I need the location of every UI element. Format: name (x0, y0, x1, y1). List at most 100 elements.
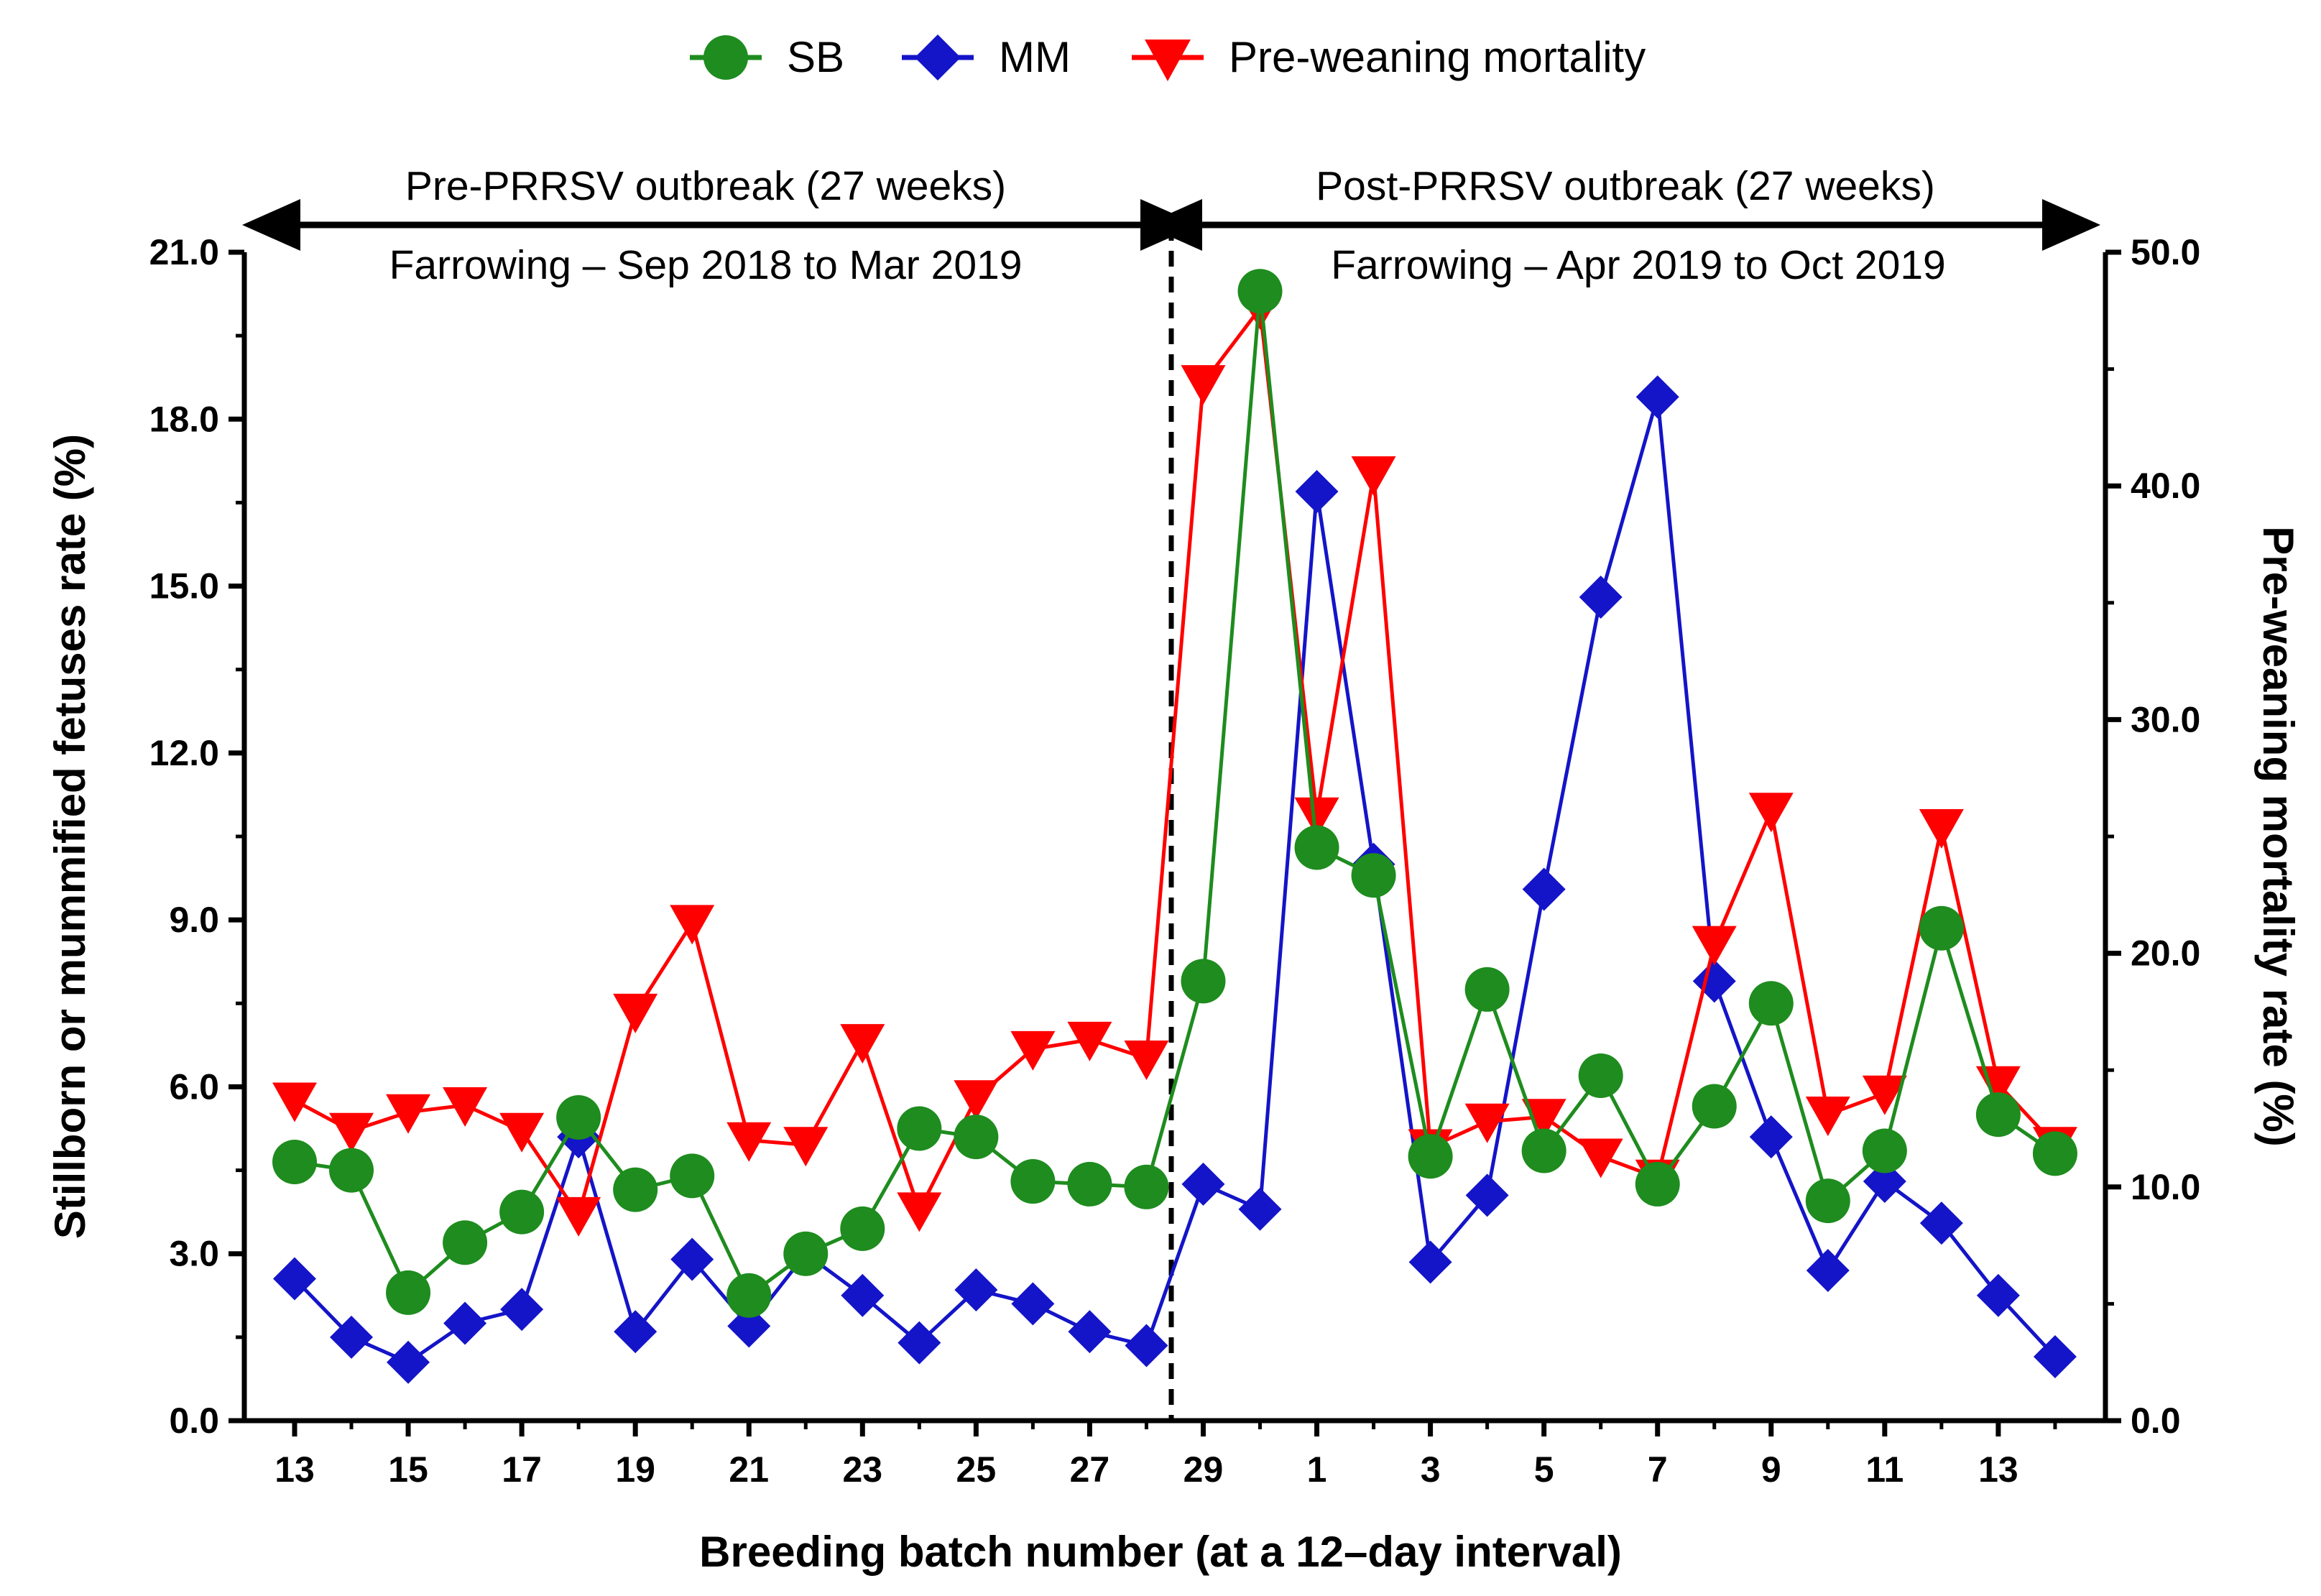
sb-point (1521, 1128, 1566, 1173)
post-outbreak-title: Post-PRRSV outbreak (27 weeks) (1316, 163, 1935, 209)
left-y-ticks: 0.0 3.0 6.0 9.0 12.0 15.0 18.0 21.0 (149, 232, 244, 1441)
pwm-point (1010, 1030, 1056, 1071)
x-tick-label: 1 (1307, 1449, 1327, 1490)
right-y-ticks: 0.0 10.0 20.0 30.0 40.0 50.0 (2105, 232, 2200, 1441)
pwm-point (1351, 456, 1396, 496)
pre-outbreak-title: Pre-PRRSV outbreak (27 weeks) (405, 163, 1006, 209)
pwm-point (1919, 808, 1964, 849)
sb-point (1692, 1084, 1737, 1129)
mm-point (670, 1237, 714, 1281)
sb-point (1862, 1128, 1907, 1173)
legend-label-sb: SB (787, 33, 844, 81)
right-y-tick-label: 30.0 (2131, 699, 2200, 739)
x-tick-label: 13 (274, 1449, 315, 1490)
mm-point (2033, 1334, 2077, 1378)
pwm-point (1748, 793, 1794, 833)
mm-point (1976, 1273, 2020, 1317)
x-tick-label: 23 (842, 1449, 882, 1490)
x-tick-label: 17 (502, 1449, 542, 1490)
legend-item-mm: MM (902, 33, 1071, 81)
mm-point (443, 1301, 487, 1345)
pwm-point (897, 1192, 942, 1232)
pwm-point (443, 1087, 488, 1127)
sb-point (443, 1220, 488, 1265)
legend-label-pwm: Pre-weaning mortality (1229, 33, 1646, 81)
mm-point (727, 1304, 771, 1348)
sb-point (1408, 1134, 1453, 1179)
x-tick-label: 13 (1978, 1449, 2018, 1490)
sb-point (1237, 269, 1283, 314)
x-tick-label: 5 (1534, 1449, 1554, 1490)
mm-point (500, 1288, 544, 1332)
x-tick-label: 19 (615, 1449, 655, 1490)
sb-point (897, 1106, 942, 1151)
left-y-tick-label: 12.0 (149, 733, 219, 773)
left-y-tick-label: 18.0 (149, 399, 219, 439)
pwm-point (1464, 1103, 1510, 1143)
series-sb (272, 269, 2077, 1318)
x-ticks: 13 15 17 19 21 23 25 27 29 1 3 5 7 9 11 13 (274, 1421, 2057, 1490)
sb-point (1748, 981, 1794, 1026)
mm-point (1465, 1173, 1509, 1217)
sb-point (840, 1206, 885, 1251)
x-tick-label: 11 (1865, 1449, 1904, 1490)
x-tick-label: 7 (1648, 1449, 1668, 1490)
x-tick-label: 25 (956, 1449, 997, 1490)
mm-point (1863, 1160, 1906, 1204)
right-y-axis-title: Pre-weaning mortality rate (%) (2254, 526, 2302, 1147)
x-tick-label: 27 (1070, 1449, 1110, 1490)
mm-point (1692, 959, 1736, 1003)
mm-point (1919, 1201, 1963, 1245)
mm-point (898, 1321, 941, 1365)
right-y-tick-label: 50.0 (2131, 232, 2200, 272)
pwm-point (1067, 1021, 1112, 1061)
x-tick-label: 3 (1421, 1449, 1441, 1490)
sb-point (726, 1273, 772, 1318)
sb-point (2032, 1131, 2077, 1176)
right-y-tick-label: 10.0 (2131, 1167, 2200, 1207)
legend: SB MM Pre-weaning mortality (690, 33, 1646, 81)
sb-point (1635, 1161, 1680, 1207)
sb-point (1181, 959, 1226, 1004)
left-y-tick-label: 9.0 (169, 900, 219, 940)
series-mm (273, 375, 2077, 1384)
left-y-tick-label: 21.0 (149, 232, 219, 272)
pwm-point (1521, 1099, 1566, 1139)
sb-point (1919, 905, 1964, 951)
mm-point (1295, 469, 1339, 513)
left-y-tick-label: 3.0 (169, 1234, 219, 1274)
mm-point (1522, 867, 1566, 911)
post-farrowing-label: Farrowing – Apr 2019 to Oct 2019 (1331, 242, 1946, 288)
series-layer (272, 269, 2077, 1384)
pwm-point (840, 1024, 885, 1064)
sb-point (272, 1139, 317, 1184)
sb-point (1351, 853, 1396, 898)
x-tick-label: 9 (1761, 1449, 1781, 1490)
sb-point (1805, 1178, 1850, 1224)
sb-point (783, 1231, 829, 1276)
sb-point (1464, 967, 1510, 1012)
left-y-tick-label: 15.0 (149, 566, 219, 606)
pwm-point (1124, 1040, 1169, 1080)
mm-point (387, 1340, 430, 1384)
sb-point (1067, 1161, 1112, 1207)
pwm-point (329, 1112, 374, 1153)
axes (241, 252, 2108, 1424)
legend-item-pwm: Pre-weaning mortality (1132, 33, 1646, 81)
mm-point (1238, 1187, 1282, 1231)
pwm-legend-marker (1145, 40, 1191, 81)
sb-point (1578, 1053, 1623, 1098)
pwm-point (613, 993, 658, 1033)
sb-point (613, 1167, 658, 1212)
mm-point (614, 1310, 657, 1354)
mm-point (954, 1268, 998, 1312)
mm-point (1408, 1240, 1452, 1284)
pwm-line (293, 306, 2057, 1217)
sb-point (1294, 825, 1339, 870)
pwm-point (1578, 1138, 1623, 1178)
sb-point (670, 1153, 715, 1199)
legend-item-sb: SB (690, 33, 844, 81)
mm-point (1635, 375, 1679, 419)
sb-point (1975, 1092, 2021, 1138)
